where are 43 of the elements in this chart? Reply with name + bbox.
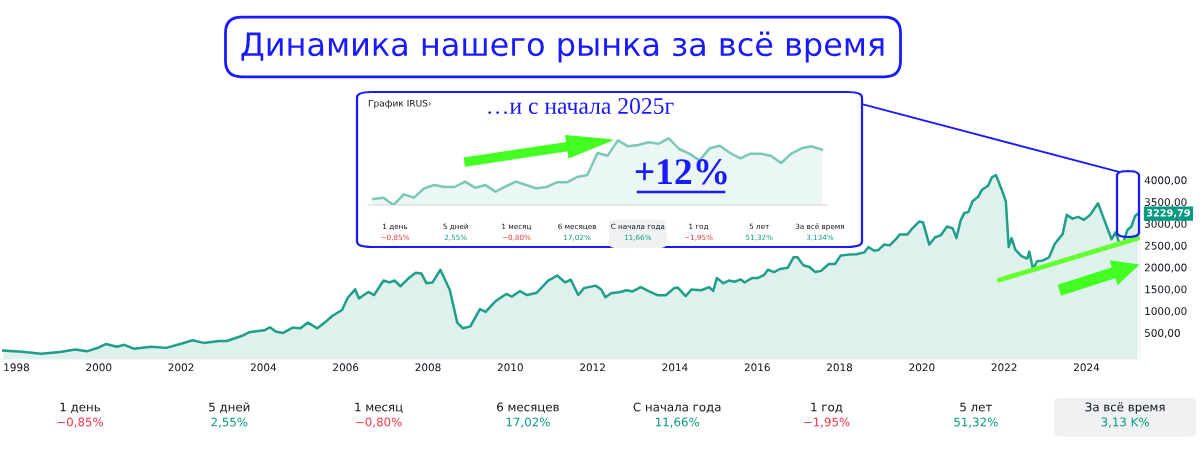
annotation: +12% <box>635 159 727 185</box>
annotation: 3229,79 <box>1146 209 1190 218</box>
y-tick-label: 500,00 <box>1144 329 1180 338</box>
text: 1 месяц <box>355 402 403 413</box>
y-tick-label: 4000,00 <box>1144 176 1187 186</box>
x-tick-label: 2024 <box>1074 363 1100 372</box>
x-tick-label: 2006 <box>333 363 359 372</box>
text: 17,02% <box>506 417 550 428</box>
x-tick-label: 2022 <box>991 363 1017 372</box>
x-tick-label: 2002 <box>168 363 194 372</box>
y-tick-label: 2000,00 <box>1144 263 1187 273</box>
text: −1,95% <box>804 417 850 428</box>
text: −0,80% <box>356 417 402 428</box>
text: 51,32% <box>954 417 998 428</box>
x-tick-label: 2008 <box>415 363 441 372</box>
x-tick-label: 2014 <box>662 363 688 372</box>
chart-title: График IRUS› <box>368 99 431 109</box>
text: 1 год <box>811 402 843 413</box>
x-tick-label: 1998 <box>4 363 29 372</box>
chart-subtitle: …и с начала 2025г <box>488 97 674 115</box>
text: −0,85% <box>57 417 104 428</box>
text: 5 дней <box>209 402 250 413</box>
text: 11,66% <box>655 417 700 428</box>
y-tick-label: 3500,00 <box>1144 198 1187 208</box>
x-tick-label: 2000 <box>86 363 112 372</box>
x-tick-label: 2004 <box>250 363 277 372</box>
text: 2,55% <box>211 417 248 428</box>
text: 1 день <box>60 402 100 413</box>
x-tick-label: 2012 <box>580 363 605 372</box>
x-tick-label: 2018 <box>827 363 853 372</box>
text: 5 лет <box>960 402 992 412</box>
y-tick-label: 1000,00 <box>1145 307 1187 317</box>
x-tick-label: 2020 <box>909 363 935 372</box>
y-tick-label: 2500,00 <box>1144 241 1187 251</box>
y-tick-label: 3000,00 <box>1144 219 1187 229</box>
y-tick-label: 1500,00 <box>1145 285 1187 295</box>
chart-title: Динамика нашего рынка за всё время <box>241 31 884 63</box>
x-tick-label: 2010 <box>497 363 523 372</box>
text: 6 месяцев <box>497 402 559 413</box>
x-tick-label: 2016 <box>744 363 770 372</box>
text: За всё время <box>1085 402 1165 414</box>
text: 3,13 K% <box>1101 417 1149 428</box>
text: С начала года <box>633 402 721 413</box>
